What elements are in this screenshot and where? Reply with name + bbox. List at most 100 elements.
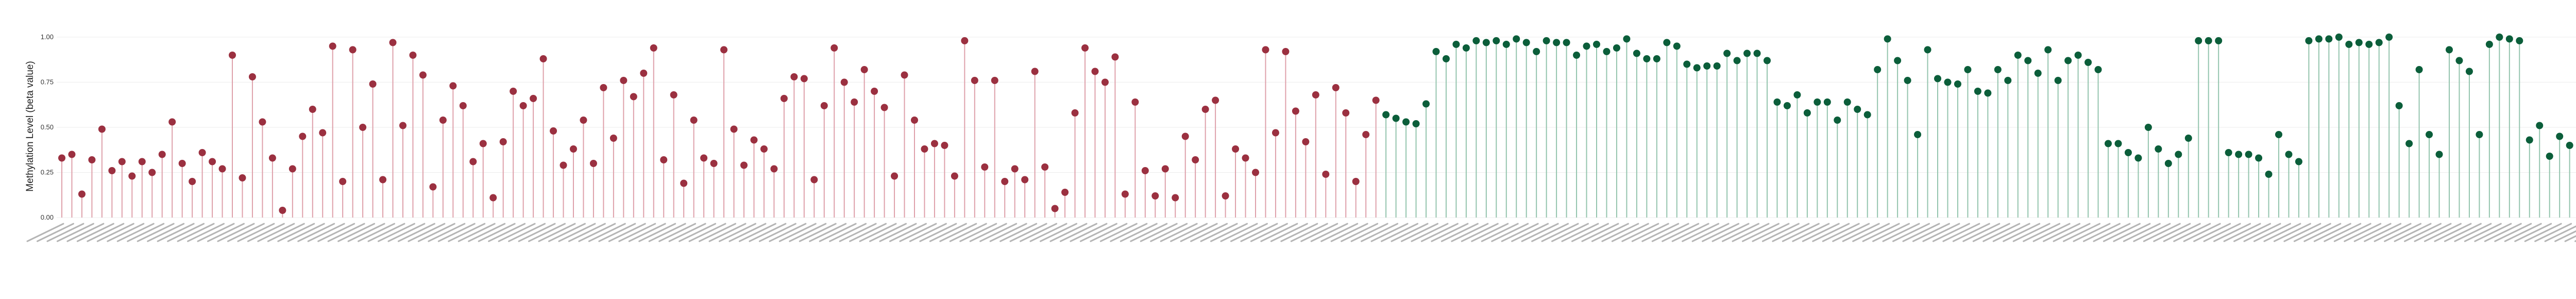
x-tick-label bbox=[1170, 223, 1208, 242]
lollipop-point bbox=[2435, 151, 2443, 158]
lollipop-point bbox=[539, 55, 547, 62]
lollipop-point bbox=[2064, 57, 2072, 64]
lollipop-point bbox=[2004, 77, 2012, 84]
x-tick-label bbox=[2324, 223, 2362, 242]
x-tick-label bbox=[187, 223, 225, 242]
lollipop-point bbox=[1954, 80, 1961, 88]
lollipop-point bbox=[840, 78, 848, 86]
lollipop-point bbox=[439, 117, 447, 124]
lollipop-point bbox=[2164, 160, 2172, 167]
x-tick-label bbox=[498, 223, 536, 242]
x-tick-label bbox=[1772, 223, 1810, 242]
lollipop-point bbox=[1482, 39, 1490, 46]
lollipop-point bbox=[1362, 131, 1370, 138]
lollipop-point bbox=[680, 179, 688, 187]
x-tick-label bbox=[448, 223, 486, 242]
x-tick-label bbox=[337, 223, 376, 242]
lollipop-point bbox=[2195, 37, 2202, 44]
lollipop-point bbox=[1823, 98, 1831, 106]
x-tick-label bbox=[1621, 223, 1659, 242]
x-tick-label bbox=[869, 223, 907, 242]
x-tick-label bbox=[2404, 223, 2442, 242]
lollipop-point bbox=[1292, 107, 1299, 115]
lollipop-point bbox=[1874, 66, 1882, 73]
x-tick-label bbox=[87, 223, 125, 242]
x-tick-label bbox=[1832, 223, 1870, 242]
y-tick-label: 0.25 bbox=[41, 169, 54, 176]
x-tick-label bbox=[26, 223, 64, 242]
lollipop-point bbox=[2084, 59, 2092, 66]
lollipop-point bbox=[891, 172, 899, 180]
lollipop-point bbox=[148, 169, 156, 176]
x-tick-label bbox=[468, 223, 506, 242]
x-tick-label bbox=[1099, 223, 1138, 242]
lollipop-point bbox=[268, 154, 276, 162]
x-tick-label bbox=[1300, 223, 1338, 242]
lollipop-point bbox=[319, 129, 327, 137]
lollipop-point bbox=[2365, 41, 2373, 48]
lollipop-point bbox=[189, 178, 196, 185]
lollipop-point bbox=[2455, 57, 2463, 64]
x-tick-label bbox=[2163, 223, 2201, 242]
x-tick-label bbox=[2344, 223, 2382, 242]
x-tick-label bbox=[2103, 223, 2141, 242]
x-tick-label bbox=[327, 223, 365, 242]
x-tick-label bbox=[2053, 223, 2091, 242]
lollipop-point bbox=[860, 66, 868, 73]
x-tick-label bbox=[2273, 223, 2311, 242]
x-tick-label bbox=[2504, 223, 2542, 242]
lollipop-point bbox=[2134, 154, 2142, 162]
x-tick-label bbox=[718, 223, 756, 242]
x-tick-label bbox=[919, 223, 957, 242]
lollipop-point bbox=[1713, 62, 1721, 70]
lollipop-point bbox=[259, 118, 266, 126]
lollipop-point bbox=[580, 117, 587, 124]
x-tick-label bbox=[167, 223, 205, 242]
x-tick-label bbox=[1591, 223, 1629, 242]
lollipop-point bbox=[1753, 49, 1761, 57]
y-tick-label: 0.00 bbox=[41, 213, 54, 221]
x-tick-label bbox=[2374, 223, 2412, 242]
lollipop-point bbox=[1533, 48, 1540, 55]
lollipop-point bbox=[971, 77, 978, 84]
lollipop-point bbox=[1783, 102, 1791, 109]
x-axis-labels bbox=[26, 223, 2576, 242]
x-tick-label bbox=[1381, 223, 1419, 242]
lollipop-point bbox=[1472, 37, 1480, 44]
lollipop-point bbox=[489, 194, 497, 202]
x-tick-label bbox=[2023, 223, 2061, 242]
lollipop-point bbox=[289, 165, 296, 173]
lollipop-point bbox=[880, 104, 888, 111]
x-tick-label bbox=[428, 223, 466, 242]
x-tick-label bbox=[979, 223, 1018, 242]
lollipop-point bbox=[479, 140, 487, 147]
x-tick-label bbox=[1451, 223, 1489, 242]
lollipop-point bbox=[198, 149, 206, 156]
lollipop-point bbox=[499, 138, 507, 145]
x-tick-label bbox=[2394, 223, 2432, 242]
lollipop-point bbox=[1222, 192, 1229, 200]
x-tick-label bbox=[738, 223, 776, 242]
lollipop-point bbox=[1302, 138, 1310, 145]
x-tick-label bbox=[819, 223, 857, 242]
x-tick-label bbox=[1079, 223, 1117, 242]
x-tick-label bbox=[1882, 223, 1920, 242]
x-tick-label bbox=[317, 223, 355, 242]
lollipop-point bbox=[1131, 98, 1139, 106]
lollipop-point bbox=[1382, 111, 1390, 119]
lollipop-point bbox=[560, 161, 567, 169]
x-tick-label bbox=[2073, 223, 2111, 242]
lollipop-point bbox=[409, 52, 417, 59]
lollipop-point bbox=[1342, 109, 1350, 117]
x-tick-label bbox=[2444, 223, 2482, 242]
x-tick-label bbox=[1250, 223, 1288, 242]
x-tick-label bbox=[1651, 223, 1689, 242]
x-tick-label bbox=[76, 223, 114, 242]
lollipop-point bbox=[2385, 34, 2393, 41]
lollipop-point bbox=[1553, 39, 1561, 46]
x-tick-label bbox=[1641, 223, 1680, 242]
x-tick-label bbox=[1631, 223, 1669, 242]
lollipop-point bbox=[2335, 34, 2343, 41]
x-tick-label bbox=[2283, 223, 2321, 242]
lollipop-point bbox=[389, 39, 397, 46]
